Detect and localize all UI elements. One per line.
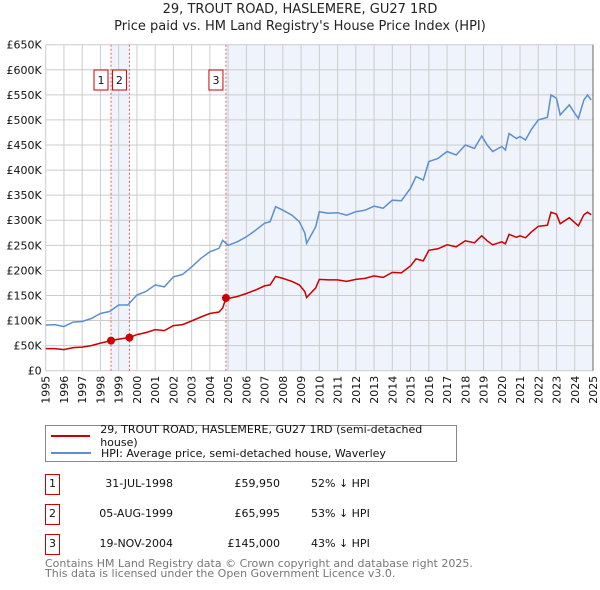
y-tick-label: £300K	[6, 214, 42, 227]
y-tick-label: £450K	[6, 139, 42, 152]
sale-number-box	[93, 69, 109, 91]
x-tick-label: 2002	[167, 376, 180, 404]
x-tick-label: 2025	[587, 376, 600, 404]
x-tick-label: 2007	[259, 376, 272, 404]
sale-price: £59,950	[234, 477, 281, 490]
sale-date: 19-NOV-2004	[99, 537, 173, 550]
x-tick-label: 1997	[76, 376, 89, 404]
x-tick-label: 2012	[350, 376, 363, 404]
x-tick-label: 1996	[58, 376, 71, 404]
y-tick-label: £550K	[6, 89, 42, 102]
x-tick-label: 2017	[441, 376, 454, 404]
x-tick-label: 2013	[368, 376, 381, 404]
x-tick-label: 2003	[186, 376, 199, 404]
footer-copyright: Contains HM Land Registry data © Crown c…	[45, 557, 473, 570]
sale-date: 05-AUG-1999	[99, 507, 173, 520]
y-tick-label: £500K	[6, 114, 42, 127]
x-tick-label: 2004	[204, 376, 217, 404]
x-tick-label: 2018	[459, 376, 472, 404]
x-tick-label: 1999	[113, 376, 126, 404]
shaded-region	[111, 44, 130, 371]
sale-hpi-diff: 52% ↓ HPI	[311, 477, 370, 490]
x-tick-label: 2024	[569, 376, 582, 404]
sale-number-box	[111, 69, 127, 91]
x-tick-label: 1995	[40, 376, 53, 404]
x-tick-label: 2010	[313, 376, 326, 404]
sale-point	[125, 333, 134, 342]
chart-title: 29, TROUT ROAD, HASLEMERE, GU27 1RD	[162, 2, 438, 17]
x-tick-label: 2005	[222, 376, 235, 404]
y-tick-label: £350K	[6, 189, 42, 202]
legend-label-property: 29, TROUT ROAD, HASLEMERE, GU27 1RD (sem…	[100, 423, 423, 449]
x-tick-label: 1998	[94, 376, 107, 404]
sale-point	[221, 293, 230, 302]
x-tick-label: 2015	[405, 376, 418, 404]
legend-item-hpi: HPI: Average price, semi-detached house,…	[46, 445, 386, 461]
sale-price: £145,000	[227, 537, 281, 550]
x-tick-label: 2009	[295, 376, 308, 404]
y-tick-label: £200K	[6, 264, 42, 277]
price-chart: 1995 1996 1997 1998 1999 2000 2001 2002 2003 2004…	[6, 39, 600, 404]
legend-label-hpi: HPI: Average price, semi-detached house,…	[101, 446, 386, 460]
y-tick-label: £250K	[6, 239, 42, 252]
y-tick-label: £400K	[6, 164, 42, 177]
y-tick-label: £600K	[6, 64, 42, 77]
sale-price: £65,995	[234, 507, 281, 520]
y-tick-label: £100K	[6, 315, 42, 328]
sale-number: 2	[45, 504, 60, 525]
sale-number-box	[208, 69, 224, 91]
sale-date: 31-JUL-1998	[105, 477, 173, 490]
legend: 29, TROUT ROAD, HASLEMERE, GU27 1RD (sem…	[45, 423, 457, 462]
x-tick-label: 2019	[478, 376, 491, 404]
x-tick-label: 2006	[240, 376, 253, 404]
x-tick-label: 2021	[514, 376, 527, 404]
footer: Contains HM Land Registry data © Crown c…	[45, 557, 473, 580]
y-tick-label: £150K	[6, 289, 42, 302]
x-tick-label: 2011	[332, 376, 345, 404]
x-tick-label: 2014	[386, 376, 399, 404]
y-tick-label: £50K	[13, 340, 42, 353]
chart-subtitle: Price paid vs. HM Land Registry's House …	[114, 19, 486, 34]
legend-swatch-red	[51, 435, 91, 437]
sale-point	[107, 336, 116, 345]
sale-number-label: 3	[212, 74, 219, 87]
footer-licence: This data is licensed under the Open Gov…	[45, 567, 396, 580]
hpi-series-line	[45, 93, 592, 328]
sale-number-label: 2	[116, 74, 123, 87]
x-tick-label: 2008	[277, 376, 290, 404]
sale-number: 1	[45, 474, 60, 495]
sale-number-label: 1	[98, 74, 105, 87]
shaded-region	[225, 44, 593, 371]
x-tick-label: 2023	[551, 376, 564, 404]
x-tick-label: 2000	[131, 376, 144, 404]
sale-hpi-diff: 53% ↓ HPI	[311, 507, 370, 520]
y-tick-label: £0	[28, 365, 42, 378]
y-tick-label: £650K	[6, 39, 42, 52]
property-series-line	[45, 211, 592, 351]
x-tick-label: 2001	[149, 376, 162, 404]
x-tick-label: 2020	[496, 376, 509, 404]
sale-number: 3	[45, 534, 60, 555]
x-tick-label: 2016	[423, 376, 436, 404]
x-tick-label: 2022	[532, 376, 545, 404]
legend-item-property: 29, TROUT ROAD, HASLEMERE, GU27 1RD (sem…	[46, 423, 456, 449]
legend-swatch-blue	[51, 452, 91, 454]
sale-hpi-diff: 43% ↓ HPI	[311, 537, 370, 550]
